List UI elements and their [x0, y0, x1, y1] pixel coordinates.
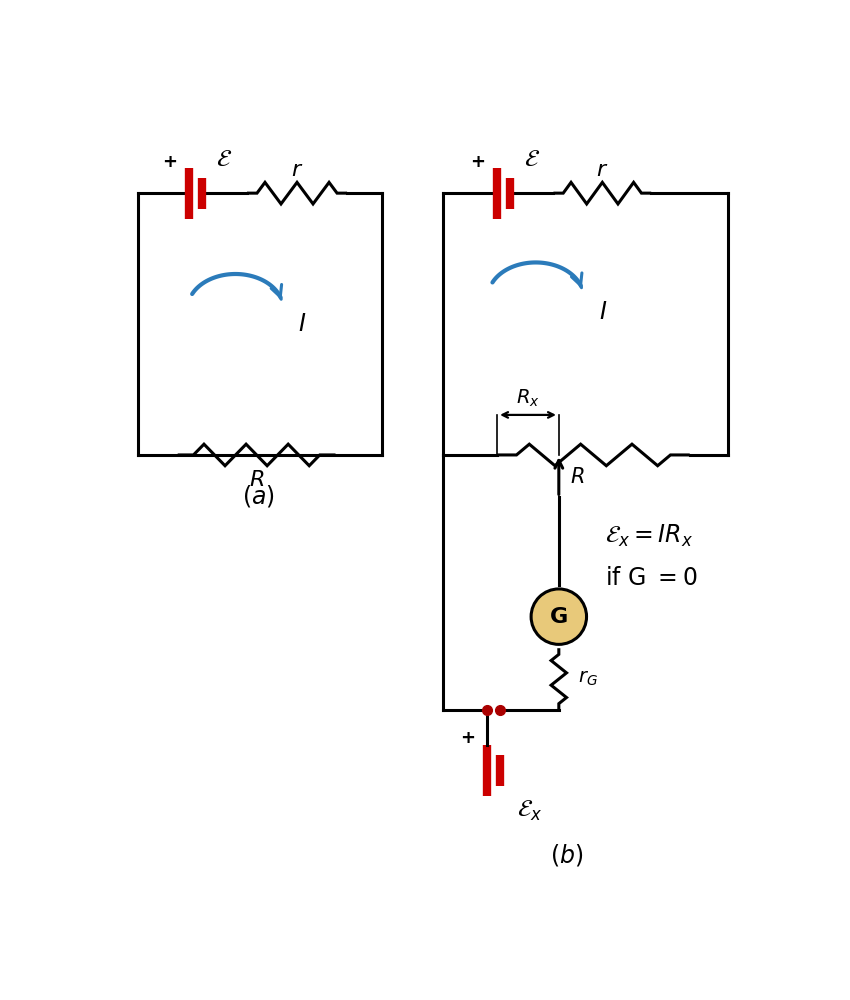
- Text: $R$: $R$: [570, 467, 585, 487]
- Text: +: +: [461, 729, 475, 747]
- Text: $(b)$: $(b)$: [550, 842, 583, 868]
- Text: $\mathcal{E}$: $\mathcal{E}$: [524, 148, 540, 171]
- Text: +: +: [470, 153, 485, 171]
- Text: $r$: $r$: [291, 159, 303, 181]
- Text: $R_x$: $R_x$: [516, 387, 540, 409]
- Text: $\mathcal{E}$: $\mathcal{E}$: [216, 148, 232, 171]
- Text: $r_G$: $r_G$: [578, 670, 598, 688]
- Text: $(a)$: $(a)$: [242, 483, 275, 509]
- Text: +: +: [162, 153, 178, 171]
- Text: G: G: [550, 607, 568, 627]
- Text: $\mathcal{E}_x = IR_x$: $\mathcal{E}_x = IR_x$: [605, 523, 693, 549]
- Text: $R$: $R$: [249, 469, 264, 491]
- Circle shape: [531, 589, 586, 644]
- Text: $I$: $I$: [598, 301, 607, 324]
- Text: $I$: $I$: [298, 313, 307, 336]
- Text: $r$: $r$: [596, 159, 609, 181]
- Text: if G $= 0$: if G $= 0$: [605, 566, 698, 590]
- Text: $\mathcal{E}_x$: $\mathcal{E}_x$: [517, 799, 542, 823]
